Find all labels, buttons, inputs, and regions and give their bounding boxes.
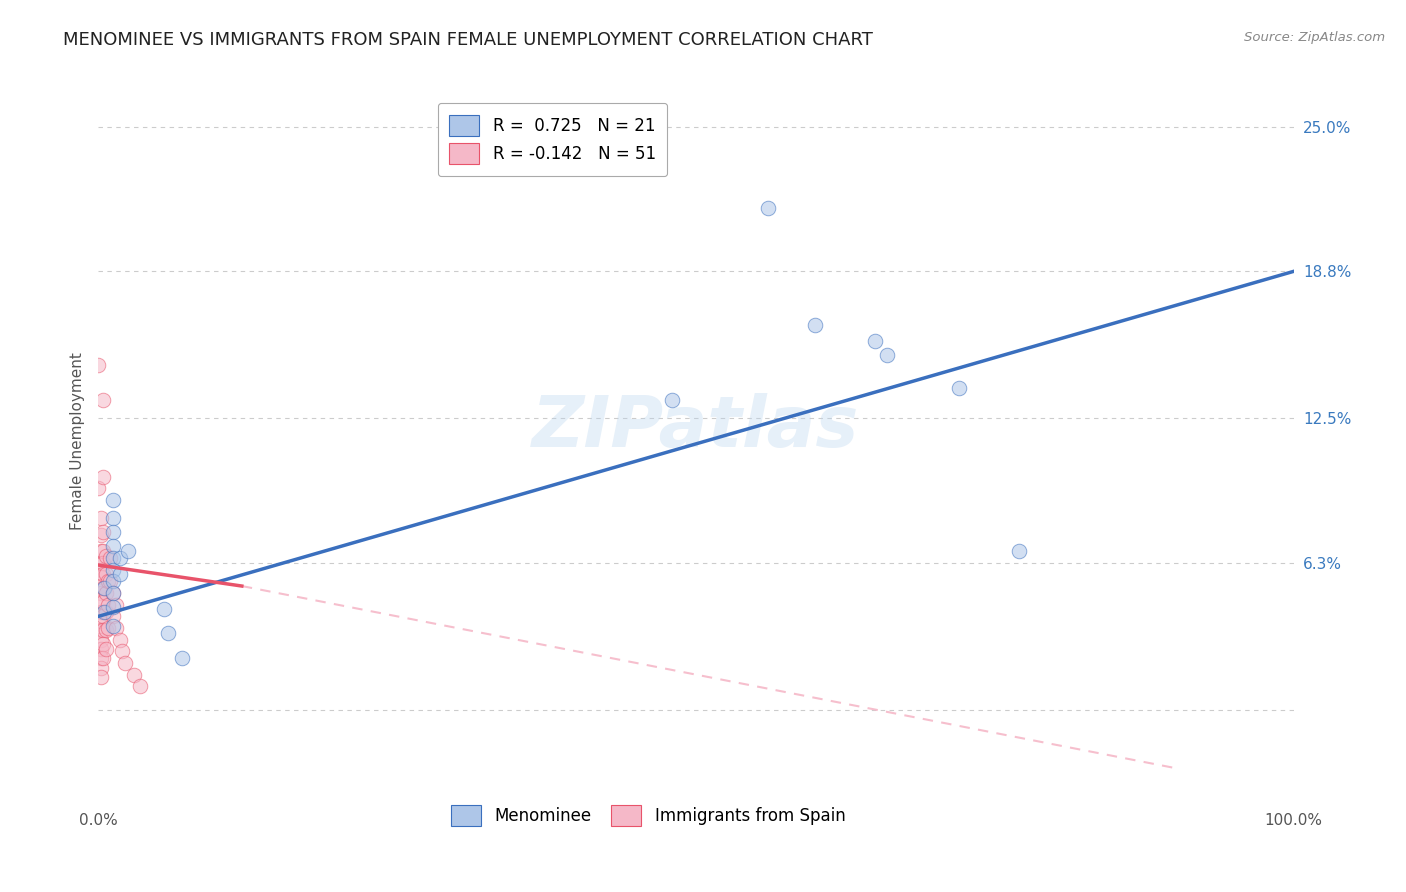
Point bbox=[172, 651, 194, 665]
Point bbox=[94, 605, 117, 619]
Point bbox=[90, 563, 112, 577]
Point bbox=[91, 525, 114, 540]
Text: MENOMINEE VS IMMIGRANTS FROM SPAIN FEMALE UNEMPLOYMENT CORRELATION CHART: MENOMINEE VS IMMIGRANTS FROM SPAIN FEMAL… bbox=[63, 31, 873, 49]
Point bbox=[91, 609, 114, 624]
Point bbox=[90, 544, 112, 558]
Point bbox=[101, 540, 124, 554]
Point bbox=[93, 582, 115, 596]
Point bbox=[101, 551, 124, 566]
Point bbox=[1008, 544, 1031, 558]
Point bbox=[87, 481, 110, 495]
Point bbox=[90, 528, 112, 542]
Point bbox=[91, 469, 114, 483]
Point bbox=[90, 570, 112, 584]
Point bbox=[90, 624, 112, 638]
Point bbox=[101, 586, 124, 600]
Point bbox=[90, 579, 112, 593]
Point bbox=[661, 392, 683, 407]
Point bbox=[90, 632, 112, 647]
Point bbox=[756, 202, 779, 216]
Point bbox=[117, 544, 139, 558]
Point bbox=[91, 556, 114, 570]
Point bbox=[91, 637, 114, 651]
Point bbox=[94, 642, 117, 657]
Point bbox=[101, 618, 124, 632]
Point bbox=[91, 651, 114, 665]
Point bbox=[865, 334, 887, 349]
Point bbox=[108, 632, 131, 647]
Point bbox=[948, 381, 970, 395]
Point bbox=[90, 586, 112, 600]
Point bbox=[91, 544, 114, 558]
Point bbox=[804, 318, 827, 332]
Point bbox=[90, 595, 112, 609]
Point bbox=[105, 598, 128, 612]
Point bbox=[108, 567, 131, 582]
Point bbox=[91, 392, 114, 407]
Point bbox=[93, 605, 115, 619]
Point bbox=[90, 614, 112, 628]
Point bbox=[94, 586, 117, 600]
Point bbox=[101, 586, 124, 600]
Point bbox=[97, 574, 120, 589]
Point bbox=[97, 621, 120, 635]
Point bbox=[94, 624, 117, 638]
Point bbox=[105, 621, 128, 635]
Point bbox=[90, 511, 112, 525]
Point bbox=[87, 358, 110, 372]
Point bbox=[91, 567, 114, 582]
Point bbox=[94, 549, 117, 563]
Point bbox=[90, 660, 112, 674]
Point bbox=[90, 651, 112, 665]
Point bbox=[124, 667, 146, 681]
Point bbox=[97, 598, 120, 612]
Point bbox=[114, 656, 136, 670]
Point bbox=[101, 563, 124, 577]
Point bbox=[101, 574, 124, 589]
Point bbox=[129, 679, 152, 693]
Text: ZIPatlas: ZIPatlas bbox=[533, 392, 859, 461]
Point bbox=[101, 600, 124, 615]
Point bbox=[90, 670, 112, 684]
Point bbox=[111, 644, 134, 658]
Point bbox=[98, 574, 122, 589]
Point bbox=[91, 582, 114, 596]
Point bbox=[156, 625, 179, 640]
Point bbox=[90, 642, 112, 657]
Point bbox=[108, 551, 131, 566]
Point bbox=[804, 38, 827, 53]
Point bbox=[101, 492, 124, 507]
Point bbox=[90, 605, 112, 619]
Y-axis label: Female Unemployment: Female Unemployment bbox=[69, 352, 84, 531]
Point bbox=[101, 525, 124, 540]
Point bbox=[94, 567, 117, 582]
Text: Source: ZipAtlas.com: Source: ZipAtlas.com bbox=[1244, 31, 1385, 45]
Point bbox=[876, 348, 898, 362]
Point bbox=[90, 556, 112, 570]
Point bbox=[153, 602, 176, 616]
Point bbox=[91, 595, 114, 609]
Legend: Menominee, Immigrants from Spain: Menominee, Immigrants from Spain bbox=[439, 793, 858, 838]
Point bbox=[98, 551, 122, 566]
Point bbox=[101, 511, 124, 525]
Point bbox=[91, 624, 114, 638]
Point bbox=[101, 609, 124, 624]
